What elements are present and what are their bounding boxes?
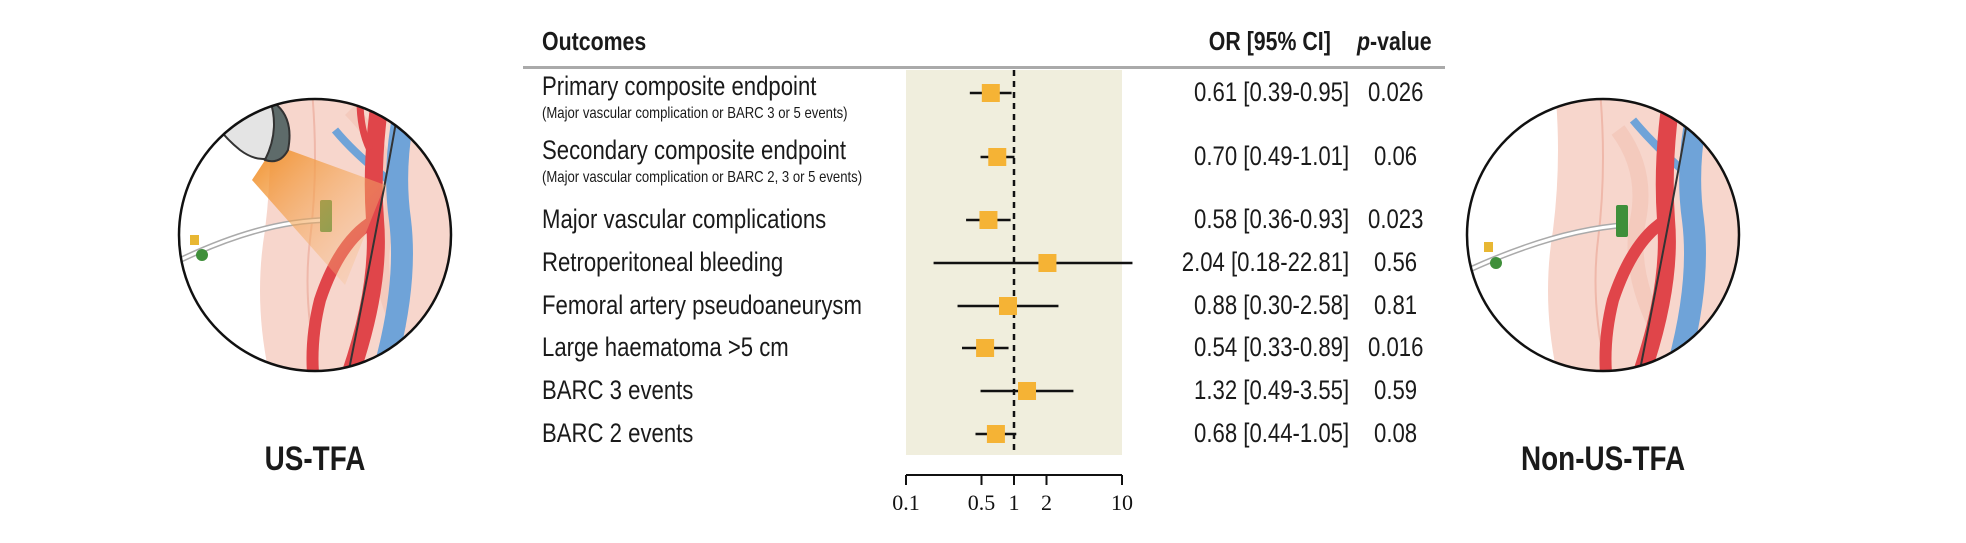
x-tick-label: 0.5 [968, 490, 996, 515]
outcome-sublabel: (Major vascular complication or BARC 3 o… [542, 105, 848, 122]
outcome-label: BARC 3 events [542, 375, 694, 405]
or-marker [981, 84, 1000, 102]
p-value: 0.56 [1374, 247, 1418, 277]
p-value: 0.59 [1374, 375, 1418, 405]
us-tfa-illustration [177, 97, 453, 373]
p-value: 0.016 [1368, 332, 1424, 362]
or-marker [999, 297, 1018, 315]
non-us-tfa-illustration [1465, 97, 1741, 373]
or-marker [979, 211, 998, 229]
or-ci-value: 0.68 [0.44-1.05] [1193, 418, 1349, 448]
or-ci-value: 0.70 [0.49-1.01] [1193, 141, 1349, 171]
or-marker [1038, 254, 1057, 272]
p-value: 0.026 [1368, 77, 1424, 107]
x-tick-label: 10 [1111, 490, 1133, 515]
or-marker [1018, 382, 1037, 400]
p-value: 0.023 [1368, 204, 1424, 234]
outcome-label: Femoral artery pseudoaneurysm [542, 290, 862, 320]
header-p-italic: p [1357, 26, 1371, 56]
x-tick-label: 0.1 [892, 490, 920, 515]
or-ci-value: 2.04 [0.18-22.81] [1181, 247, 1349, 277]
outcome-label: BARC 2 events [542, 418, 694, 448]
outcome-label: Large haematoma >5 cm [542, 332, 789, 362]
non-us-tfa-label: Non-US-TFA [1521, 440, 1686, 478]
outcome-label: Major vascular complications [542, 204, 827, 234]
p-value: 0.08 [1374, 418, 1418, 448]
or-ci-value: 0.88 [0.30-2.58] [1193, 290, 1349, 320]
or-ci-value: 0.61 [0.39-0.95] [1193, 77, 1349, 107]
x-tick-label: 2 [1041, 490, 1052, 515]
or-ci-value: 0.58 [0.36-0.93] [1193, 204, 1349, 234]
outcome-label: Secondary composite endpoint [542, 135, 847, 165]
outcome-label: Retroperitoneal bleeding [542, 247, 784, 277]
p-value: 0.06 [1374, 141, 1418, 171]
or-ci-value: 1.32 [0.49-3.55] [1193, 375, 1349, 405]
header-p-rest: -value [1370, 26, 1432, 56]
or-marker [976, 339, 995, 357]
or-marker [986, 425, 1005, 443]
header-outcomes: Outcomes [542, 26, 647, 56]
x-tick-label: 1 [1009, 490, 1020, 515]
header-rule [523, 66, 1445, 69]
header-p-value: p-value [1357, 26, 1432, 57]
outcome-label: Primary composite endpoint [542, 71, 817, 101]
or-marker [988, 148, 1007, 166]
us-tfa-label: US-TFA [264, 440, 366, 478]
header-or-ci: OR [95% CI] [1208, 26, 1331, 56]
outcome-sublabel: (Major vascular complication or BARC 2, … [542, 169, 863, 186]
p-value: 0.81 [1374, 290, 1418, 320]
or-ci-value: 0.54 [0.33-0.89] [1193, 332, 1349, 362]
